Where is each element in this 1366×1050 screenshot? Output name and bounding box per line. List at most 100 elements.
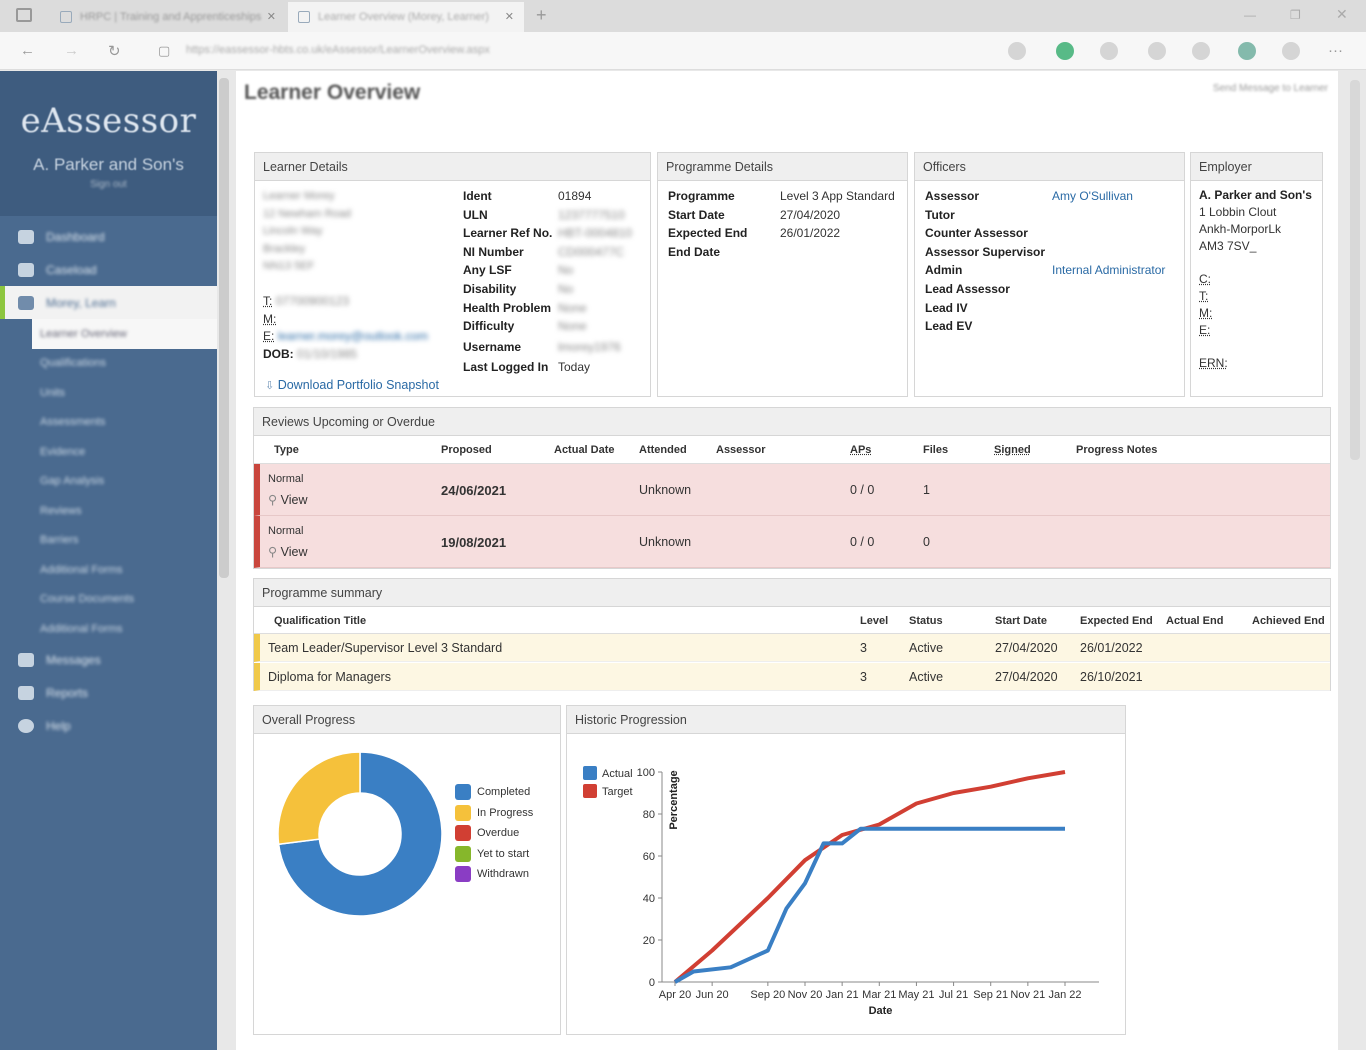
tab-actions-icon[interactable] <box>16 8 32 22</box>
x-tick-label: Mar 21 <box>862 989 896 1001</box>
legend-swatch <box>455 866 471 883</box>
legend-swatch <box>455 784 471 801</box>
favicon-icon <box>298 11 310 23</box>
learner-contact: T: 07700900123 M: E: learner.morey@outlo… <box>263 294 428 361</box>
overall-progress-panel: Overall Progress Completed In Progress Ove… <box>253 705 561 1035</box>
sidebar-item-learner[interactable]: Morey, Learn <box>0 286 217 319</box>
favorites-icon[interactable] <box>1148 42 1166 60</box>
maximize-icon[interactable]: ❐ <box>1290 8 1301 22</box>
employer-panel: Employer A. Parker and Son's 1 Lobbin Cl… <box>1190 152 1323 397</box>
review-row[interactable]: Normal ⚲ View 19/08/2021 Unknown 0 / 0 0 <box>254 516 1330 568</box>
sidebar-subitem-course-documents[interactable]: Course Documents <box>40 593 135 606</box>
extension-icon[interactable] <box>1008 42 1026 60</box>
admin-link[interactable]: Internal Administrator <box>1052 263 1166 278</box>
x-tick-label: Nov 20 <box>788 989 823 1001</box>
sidebar-subitem-evidence[interactable]: Evidence <box>40 445 86 458</box>
page-scrollbar[interactable] <box>1350 80 1360 460</box>
review-row[interactable]: Normal ⚲ View 24/06/2021 Unknown 0 / 0 1 <box>254 464 1330 516</box>
reports-icon <box>18 686 34 700</box>
sidebar-item-dashboard[interactable]: Dashboard <box>0 220 217 253</box>
donut-slice-completed <box>277 751 443 917</box>
qualification-link[interactable]: Team Leader/Supervisor Level 3 Standard <box>268 641 503 655</box>
browser-tab-active[interactable]: Learner Overview (Morey, Learner) ✕ <box>288 2 524 32</box>
panel-header: Officers <box>915 153 1184 181</box>
messages-icon <box>18 653 34 667</box>
extension-icon[interactable] <box>1238 42 1256 60</box>
view-review-link[interactable]: ⚲ View <box>268 545 308 559</box>
caseload-icon <box>18 262 34 277</box>
qualification-link[interactable]: Diploma for Managers <box>268 670 391 684</box>
sidebar-subitem-additional-forms[interactable]: Additional Forms <box>40 563 123 576</box>
sidebar-subitem-reviews[interactable]: Reviews <box>40 504 82 517</box>
download-icon: ⇩ <box>265 380 275 392</box>
main-content: Learner Overview Send Message to Learner… <box>236 71 1338 1050</box>
window-close-icon[interactable]: ✕ <box>1336 6 1348 22</box>
history-icon[interactable] <box>1192 42 1210 60</box>
back-icon[interactable]: ← <box>20 42 35 59</box>
donut-chart <box>277 751 443 917</box>
sidebar-subitem-assessments[interactable]: Assessments <box>40 416 106 429</box>
assessor-link[interactable]: Amy O'Sullivan <box>1052 189 1133 203</box>
legend-swatch <box>455 825 471 842</box>
sidebar-header: eAssessor A. Parker and Son's Sign out <box>0 71 217 216</box>
sidebar-subitem-gap-analysis[interactable]: Gap Analysis <box>40 475 105 488</box>
brand-logo[interactable]: eAssessor <box>20 101 197 141</box>
legend-swatch <box>583 784 597 798</box>
reviews-panel: Reviews Upcoming or Overdue Type Propose… <box>253 407 1331 569</box>
sidebar-item-help[interactable]: Help <box>0 710 217 743</box>
minimize-icon[interactable]: — <box>1244 8 1256 22</box>
legend-item: Completed <box>455 782 533 803</box>
y-tick-label: 0 <box>649 977 655 989</box>
send-message-link[interactable]: Send Message to Learner <box>1212 83 1328 94</box>
panel-header: Historic Progression <box>567 706 1125 734</box>
sidebar-subitem-qualifications[interactable]: Qualifications <box>40 357 107 370</box>
panel-header: Reviews Upcoming or Overdue <box>254 408 1330 436</box>
browser-tab[interactable]: HRPC | Training and Apprenticeships ✕ <box>50 2 286 32</box>
legend-swatch <box>455 845 471 862</box>
extension-icon[interactable] <box>1100 42 1118 60</box>
sidebar-item-reports[interactable]: Reports <box>0 677 217 710</box>
learner-details-panel: Learner Details Learner Morey 12 Newham … <box>254 152 651 397</box>
dashboard-icon <box>18 229 34 244</box>
url-field[interactable]: https://eassessor-hbts.co.uk/eAssessor/L… <box>186 44 490 56</box>
qualification-row[interactable]: Team Leader/Supervisor Level 3 Standard … <box>254 634 1330 662</box>
historic-progression-panel: Historic Progression 0 20 40 60 80 100 Apr 20 J… <box>566 705 1126 1035</box>
sidebar-subitem-learner-overview[interactable]: Learner Overview <box>32 319 217 349</box>
profile-icon[interactable] <box>1282 42 1300 60</box>
extension-icon[interactable] <box>1056 42 1074 60</box>
view-review-link[interactable]: ⚲ View <box>268 493 308 507</box>
x-tick-label: May 21 <box>898 989 934 1001</box>
panel-header: Employer <box>1191 153 1322 181</box>
refresh-icon[interactable]: ↻ <box>108 43 121 60</box>
legend-item: In Progress <box>455 803 533 824</box>
more-icon[interactable]: ··· <box>1328 42 1343 59</box>
panel-header: Overall Progress <box>254 706 560 734</box>
forward-icon[interactable]: → <box>64 42 79 59</box>
learner-fields: Ident 01894 ULN 1237777510 Learner Ref No.… <box>463 189 633 375</box>
legend-label: Actual <box>602 768 633 780</box>
x-tick-label: Sep 20 <box>750 989 785 1001</box>
close-icon[interactable]: ✕ <box>266 11 276 23</box>
sidebar-subitem-barriers[interactable]: Barriers <box>40 534 79 547</box>
sidebar-item-messages[interactable]: Messages <box>0 644 217 677</box>
legend-label: Withdrawn <box>477 868 529 881</box>
y-tick-label: 20 <box>643 935 655 947</box>
close-icon[interactable]: ✕ <box>504 11 514 23</box>
sidebar-scrollbar[interactable] <box>219 78 229 578</box>
summary-header-row: Qualification Title Level Status Start D… <box>254 607 1330 634</box>
qualification-row[interactable]: Diploma for Managers 3 Active 27/04/2020… <box>254 663 1330 691</box>
panel-header: Learner Details <box>255 153 650 181</box>
legend-swatch <box>455 804 471 821</box>
page-title: Learner Overview <box>244 81 421 104</box>
signout-link[interactable]: Sign out <box>90 179 127 190</box>
sidebar-item-caseload[interactable]: Caseload <box>0 253 217 286</box>
email-link[interactable]: learner.morey@outlook.com <box>277 329 428 343</box>
donut-slice-in-progress <box>277 751 361 846</box>
new-tab-icon[interactable]: + <box>536 5 547 25</box>
employer-address: A. Parker and Son's 1 Lobbin Clout Ankh-… <box>1199 188 1312 370</box>
sidebar-subitem-units[interactable]: Units <box>40 386 66 399</box>
download-snapshot-link[interactable]: ⇩ Download Portfolio Snapshot <box>265 378 439 392</box>
sidebar-subitem-additional-forms-2[interactable]: Additional Forms <box>40 622 123 635</box>
lock-icon: ▢ <box>158 43 171 58</box>
